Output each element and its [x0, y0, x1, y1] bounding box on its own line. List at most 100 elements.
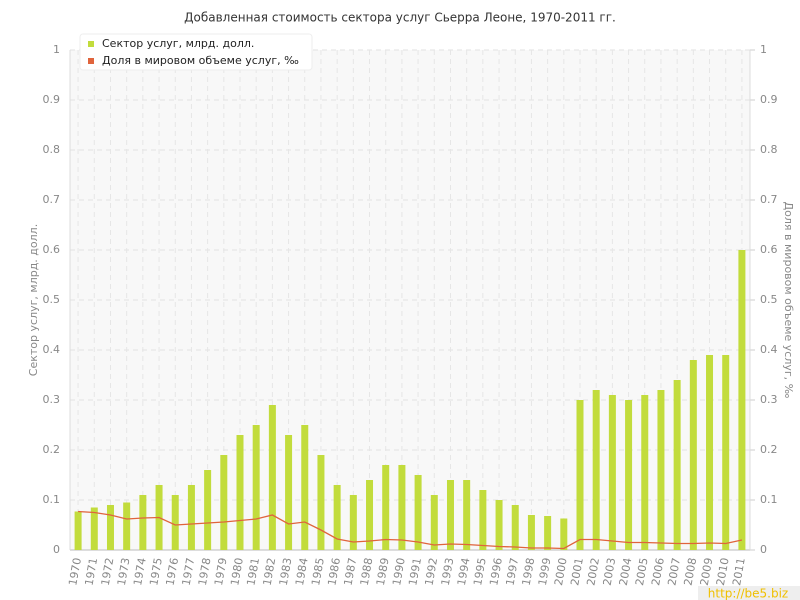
chart-title: Добавленная стоимость сектора услуг Сьер… — [184, 11, 616, 25]
bar — [382, 465, 390, 550]
x-tick-label: 1989 — [374, 557, 392, 587]
bar — [236, 435, 244, 550]
bar — [74, 511, 82, 550]
y-tick-label: 0.6 — [43, 243, 61, 256]
legend-label: Сектор услуг, млрд. долл. — [102, 37, 254, 50]
x-tick-label: 2006 — [649, 557, 667, 587]
x-tick-label: 2009 — [698, 557, 716, 587]
legend-swatch — [88, 58, 94, 64]
x-tick-label: 2003 — [601, 557, 619, 587]
x-tick-label: 1991 — [406, 557, 424, 587]
y2-tick-label: 0.1 — [760, 493, 778, 506]
x-tick-label: 1996 — [487, 557, 505, 587]
bar — [301, 425, 309, 550]
y-tick-label: 1 — [53, 43, 60, 56]
bar — [657, 390, 665, 550]
y2-tick-label: 0.5 — [760, 293, 778, 306]
line — [78, 510, 743, 550]
y-tick-label: 0.7 — [43, 193, 61, 206]
x-tick-label: 2001 — [568, 557, 586, 587]
x-tick-label: 1984 — [293, 557, 311, 587]
bar — [641, 395, 649, 550]
bar — [123, 502, 131, 550]
bar — [252, 425, 260, 550]
bar — [171, 495, 179, 550]
bar — [689, 360, 697, 550]
x-tick-label: 2000 — [552, 557, 570, 587]
legend-box — [79, 33, 313, 71]
bar — [220, 455, 228, 550]
x-tick-label: 1988 — [358, 557, 376, 587]
bar — [527, 515, 535, 550]
bar — [576, 400, 584, 550]
bar — [187, 485, 195, 550]
x-tick-label: 1975 — [147, 557, 165, 587]
bar — [560, 518, 568, 550]
y2-tick-label: 0.4 — [760, 343, 778, 356]
x-tick-label: 2005 — [633, 557, 651, 587]
watermark-bg — [698, 586, 800, 600]
x-tick-label: 1982 — [261, 557, 279, 587]
bar — [317, 455, 325, 550]
bar — [511, 505, 519, 550]
x-tick-label: 1986 — [325, 557, 343, 587]
bar — [463, 480, 471, 550]
x-tick-label: 1997 — [503, 557, 521, 587]
x-tick-label: 1980 — [228, 557, 246, 587]
x-tick-label: 1987 — [342, 557, 360, 587]
x-tick-label: 1994 — [455, 557, 473, 587]
bar — [349, 495, 357, 550]
bar — [398, 465, 406, 550]
x-tick-label: 1983 — [277, 557, 295, 587]
y2-tick-label: 0.3 — [760, 393, 778, 406]
x-tick-label: 2007 — [665, 557, 683, 587]
bar — [673, 380, 681, 550]
y2-axis-label: Доля в мировом объеме услуг, ‰ — [782, 202, 795, 399]
x-tick-label: 1993 — [439, 557, 457, 587]
y-tick-label: 0.1 — [43, 493, 61, 506]
bar — [430, 495, 438, 550]
x-tick-label: 2004 — [617, 557, 635, 587]
x-tick-label: 2002 — [584, 557, 602, 587]
y-tick-label: 0 — [53, 543, 60, 556]
x-tick-label: 1974 — [131, 557, 149, 587]
bar — [204, 470, 212, 550]
x-tick-label: 1990 — [390, 557, 408, 587]
y-tick-label: 0.5 — [43, 293, 61, 306]
x-tick-label: 2010 — [714, 557, 732, 587]
x-tick-label: 2008 — [682, 557, 700, 587]
x-tick-label: 1981 — [244, 557, 262, 587]
watermark: http://be5.biz — [708, 587, 788, 600]
bar — [139, 495, 147, 550]
bar — [706, 355, 714, 550]
bar — [738, 250, 746, 550]
legend-swatch — [88, 41, 94, 47]
y2-tick-label: 0 — [760, 543, 767, 556]
y-tick-label: 0.2 — [43, 443, 61, 456]
bar — [333, 485, 341, 550]
x-tick-label: 1978 — [196, 557, 214, 587]
bar — [592, 390, 600, 550]
bar — [608, 395, 616, 550]
bar — [625, 400, 633, 550]
y2-tick-label: 0.2 — [760, 443, 778, 456]
bar — [446, 480, 454, 550]
bar — [495, 500, 503, 550]
bar — [722, 355, 730, 550]
bar — [479, 490, 487, 550]
x-tick-label: 1970 — [66, 557, 84, 587]
legend-label: Доля в мировом объеме услуг, ‰ — [102, 54, 299, 67]
x-tick-label: 1999 — [536, 557, 554, 587]
y-tick-label: 0.9 — [43, 93, 61, 106]
bar — [414, 475, 422, 550]
bar — [268, 405, 276, 550]
y-axis-label: Сектор услуг, млрд. долл. — [27, 224, 40, 376]
y2-tick-label: 0.6 — [760, 243, 778, 256]
y-tick-label: 0.4 — [43, 343, 61, 356]
x-tick-label: 1998 — [520, 557, 538, 587]
bar — [285, 435, 293, 550]
bar — [90, 507, 98, 550]
x-tick-label: 1976 — [163, 557, 181, 587]
x-tick-label: 1971 — [83, 557, 101, 587]
